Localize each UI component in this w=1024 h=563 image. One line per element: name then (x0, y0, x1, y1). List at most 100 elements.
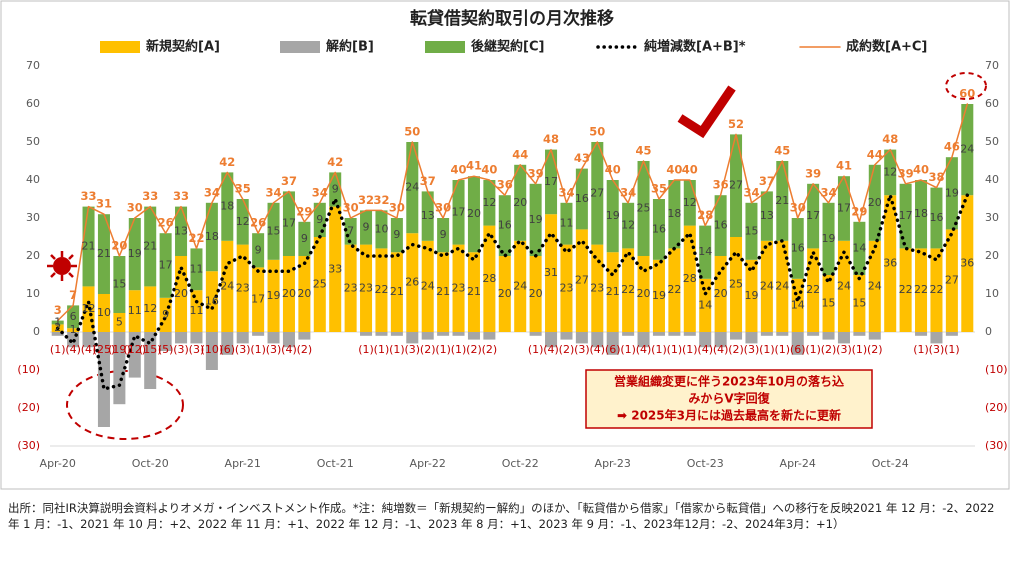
data-label: (4) (589, 343, 605, 356)
data-label: 25 (313, 278, 327, 291)
data-label: 34 (743, 185, 759, 199)
data-label: 42 (219, 155, 235, 169)
bar (437, 332, 450, 336)
bar (236, 332, 249, 344)
data-label: 15 (852, 297, 866, 310)
bar (899, 183, 912, 249)
bar (298, 256, 311, 332)
data-label: 22 (667, 283, 681, 296)
data-label: 17 (806, 209, 820, 222)
data-label: 22 (806, 283, 820, 296)
x-tick-label: Apr-22 (410, 457, 446, 470)
data-label: (1) (944, 343, 960, 356)
bar (360, 332, 373, 336)
data-label: (2) (420, 343, 436, 356)
data-label: 22 (914, 283, 928, 296)
data-label: (4) (697, 343, 713, 356)
bar (529, 256, 542, 332)
data-label: (1) (774, 343, 790, 356)
bar (637, 161, 650, 256)
x-tick-label: Apr-20 (40, 457, 76, 470)
check-mark (677, 85, 736, 139)
bar (236, 244, 249, 332)
data-label: 24 (405, 181, 419, 194)
data-label: 21 (82, 240, 96, 253)
data-label: 17 (159, 259, 173, 272)
data-label: 20 (467, 207, 481, 220)
bar (545, 332, 558, 348)
data-label: 19 (529, 213, 543, 226)
data-label: (1) (528, 343, 544, 356)
data-label: 20 (282, 287, 296, 300)
y-tick-label: 60 (985, 97, 999, 110)
virus-icon (47, 251, 77, 281)
data-label: (3) (744, 343, 760, 356)
bar (637, 332, 650, 348)
y-tick-label: (30) (17, 439, 40, 452)
data-label: 15 (112, 278, 126, 291)
data-label: (1) (651, 343, 667, 356)
data-label: 13 (174, 224, 188, 237)
legend-label: 純増減数[A+B]* (644, 39, 746, 55)
data-label: (3) (574, 343, 590, 356)
data-label: 14 (852, 241, 866, 254)
data-label: 52 (728, 117, 744, 131)
data-label: (3) (189, 343, 205, 356)
y-tick-label: 60 (26, 97, 40, 110)
data-label: (5) (158, 343, 174, 356)
bar (144, 286, 157, 332)
y-tick-label: 10 (26, 287, 40, 300)
data-label: 17 (544, 175, 558, 188)
y-tick-label: 40 (985, 173, 999, 186)
data-label: 19 (606, 209, 620, 222)
data-label: (2) (867, 343, 883, 356)
data-label: 27 (590, 186, 604, 199)
data-label: (2) (297, 343, 313, 356)
bar (652, 332, 665, 336)
bar (252, 332, 265, 336)
data-label: (12) (123, 343, 146, 356)
data-label: 11 (128, 304, 142, 317)
data-label: 22 (929, 283, 943, 296)
bar (668, 248, 681, 332)
bar (837, 176, 850, 241)
bar (791, 332, 804, 355)
bar (545, 214, 558, 332)
bar (807, 183, 820, 249)
bar (97, 214, 110, 294)
data-label: 34 (266, 185, 282, 199)
data-label: 1 (54, 316, 61, 329)
data-label: (2) (559, 343, 575, 356)
data-label: (1) (805, 343, 821, 356)
bar (868, 332, 881, 340)
data-label: 40 (451, 163, 467, 177)
data-label: 30 (343, 201, 359, 215)
data-label: (4) (65, 343, 81, 356)
y-tick-label: (20) (17, 401, 40, 414)
data-label: 24 (960, 143, 974, 156)
data-label: 16 (205, 295, 219, 308)
y-tick-label: (10) (17, 363, 40, 376)
data-label: 11 (559, 217, 573, 230)
data-label: (2) (466, 343, 482, 356)
bar (699, 278, 712, 332)
legend-label: 新規契約[A] (146, 39, 220, 55)
bar (961, 104, 974, 196)
data-label: 33 (328, 262, 342, 275)
bar (298, 332, 311, 340)
data-label: 21 (436, 285, 450, 298)
bar (267, 202, 280, 260)
data-label: 22 (899, 283, 913, 296)
bar (745, 202, 758, 260)
data-label: 30 (790, 201, 806, 215)
x-tick-label: Oct-24 (872, 457, 909, 470)
bar (730, 332, 743, 340)
data-label: (1) (620, 343, 636, 356)
data-label: 16 (714, 219, 728, 232)
x-tick-label: Oct-23 (687, 457, 724, 470)
bar (622, 248, 635, 332)
bar (760, 191, 773, 241)
data-label: 28 (482, 272, 496, 285)
data-label: 23 (236, 281, 250, 294)
annotation: 営業組織変更に伴う2023年10月の落ち込 (614, 374, 844, 389)
